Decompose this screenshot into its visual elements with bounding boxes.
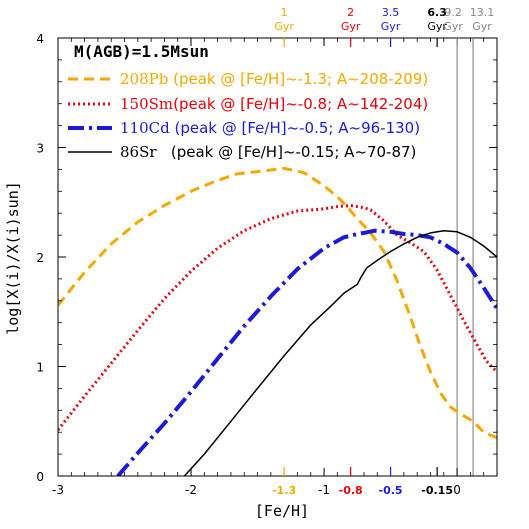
- top-age-number: 3.5: [382, 6, 400, 19]
- top-age-unit: Gyr: [427, 20, 447, 33]
- top-age-number: 1: [281, 6, 288, 19]
- legend-series-note: (peak @ [Fe/H]~-0.15; A~70-87): [157, 143, 417, 161]
- y-tick-label: 1: [36, 361, 44, 375]
- legend-entry-208Pb: 208Pb (peak @ [Fe/H]~-1.3; A~208-209): [120, 70, 428, 88]
- legend-series-name: 208Pb: [120, 70, 168, 88]
- y-axis-label: log[X(i)/X(i)sun]: [4, 181, 22, 335]
- legend-entry-150Sm: 150Sm(peak @ [Fe/H]~-0.8; A~142-204): [120, 95, 428, 113]
- legend-series-name: 150Sm: [120, 95, 173, 113]
- x-tick-label: -1: [318, 483, 330, 497]
- series-line-208Pb: [58, 166, 497, 440]
- legend-series-note: (peak @ [Fe/H]~-0.8; A~142-204): [173, 95, 428, 113]
- y-tick-labels: 0 1 2 3 4: [36, 32, 44, 484]
- x-tick-label: -3: [52, 483, 64, 497]
- y-tick-label: 4: [36, 32, 44, 46]
- legend-series-name: 110Cd: [120, 119, 170, 137]
- legend-entry-86Sr: 86Sr (peak @ [Fe/H]~-0.15; A~70-87): [120, 143, 416, 161]
- top-age-number: 2: [347, 6, 354, 19]
- top-age-number: 6.3: [427, 6, 447, 19]
- chart-title: M(AGB)=1.5Msun: [74, 42, 209, 61]
- x-tick-labels: -3 -2 -1 0: [52, 483, 461, 497]
- y-tick-label: 3: [36, 142, 44, 156]
- bottom-metallicity-marks: -1.3 -0.8 -0.5 -0.15: [272, 467, 453, 497]
- top-age-unit: Gyr: [274, 20, 294, 33]
- bottom-mark-label: -0.15: [421, 484, 453, 497]
- legend: 208Pb (peak @ [Fe/H]~-1.3; A~208-209) 150…: [68, 70, 428, 161]
- top-age-unit: Gyr: [443, 20, 463, 33]
- bottom-mark-label: -0.8: [339, 484, 363, 497]
- reference-lines: [456, 38, 474, 476]
- legend-entry-110Cd: 110Cd (peak @ [Fe/H]~-0.5; A~96-130): [120, 119, 420, 137]
- top-age-number: 9.2: [444, 6, 462, 19]
- legend-series-name: 86Sr: [120, 143, 157, 161]
- top-age-number: 13.1: [470, 6, 495, 19]
- series-line-110Cd: [116, 228, 497, 476]
- legend-series-note: (peak @ [Fe/H]~-0.5; A~96-130): [170, 119, 420, 137]
- legend-series-note: (peak @ [Fe/H]~-1.3; A~208-209): [168, 70, 428, 88]
- x-axis-label: [Fe/H]: [255, 502, 309, 520]
- series-layer: [58, 166, 497, 476]
- series-line-86Sr: [183, 229, 497, 476]
- bottom-mark-label: -1.3: [272, 484, 296, 497]
- y-tick-label: 2: [36, 251, 44, 265]
- y-tick-label: 0: [36, 470, 44, 484]
- top-age-unit: Gyr: [341, 20, 361, 33]
- bottom-mark-label: -0.5: [379, 484, 403, 497]
- x-tick-label: -2: [185, 483, 197, 497]
- x-tick-label: 0: [453, 483, 461, 497]
- top-age-unit: Gyr: [472, 20, 492, 33]
- top-age-unit: Gyr: [381, 20, 401, 33]
